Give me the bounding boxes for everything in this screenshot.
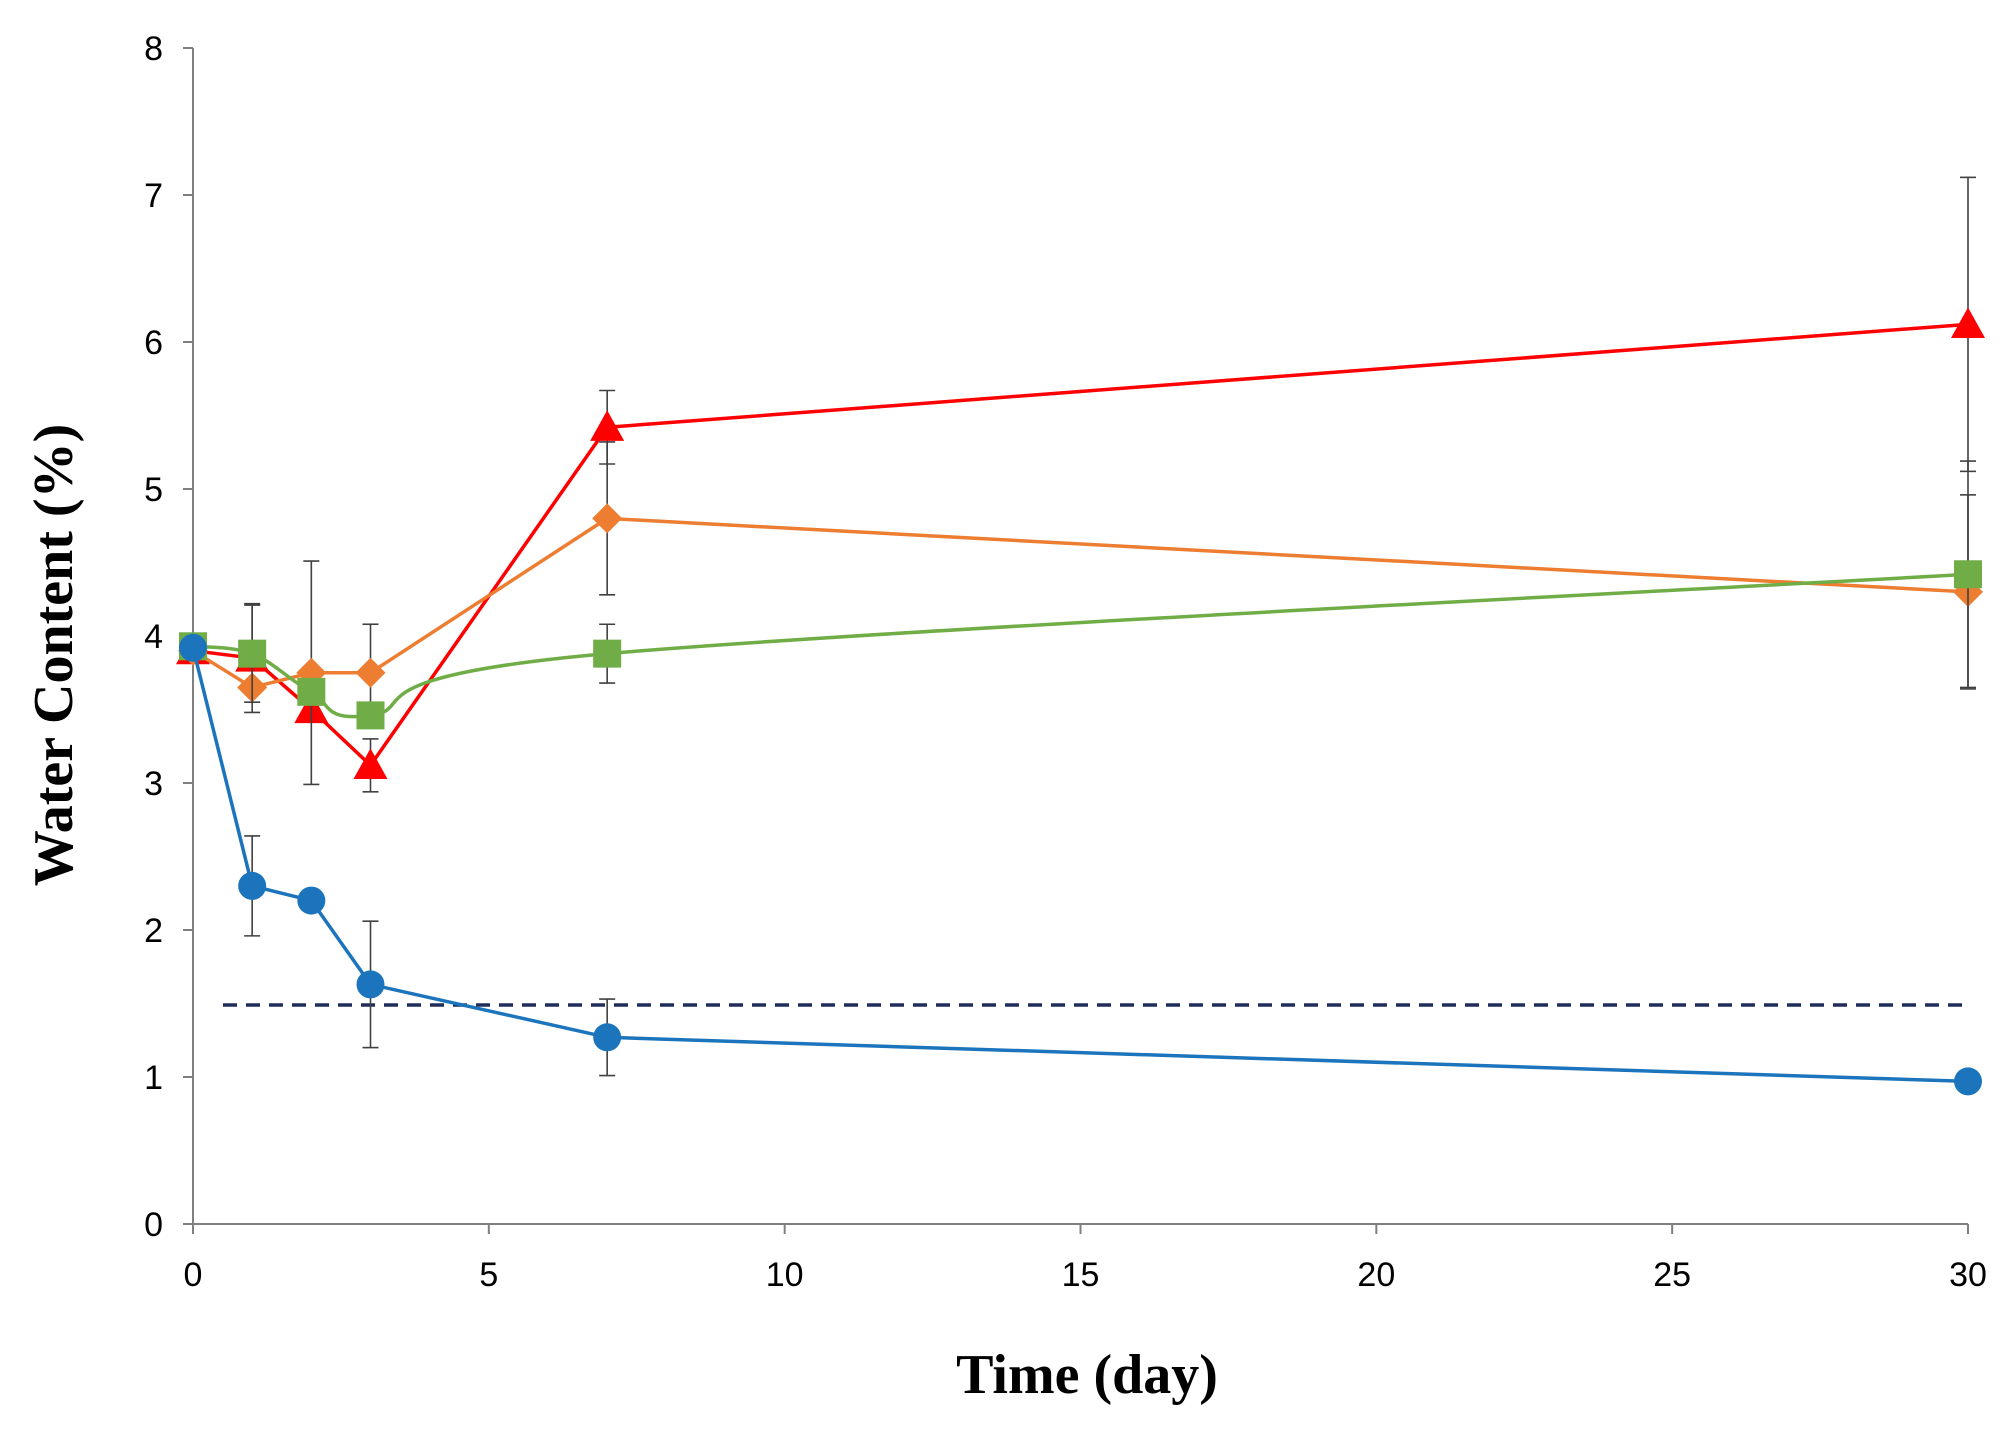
series-line — [191, 647, 1969, 1084]
data-point — [1951, 307, 1985, 338]
y-tick-label: 8 — [144, 30, 163, 68]
series-line — [192, 572, 1969, 719]
data-point — [238, 871, 267, 900]
data-point — [1954, 560, 1982, 589]
data-point — [355, 657, 386, 688]
y-tick-label: 6 — [144, 324, 163, 362]
data-point — [297, 677, 326, 706]
data-point — [356, 970, 385, 999]
data-point — [179, 633, 207, 662]
data-point — [593, 1023, 622, 1052]
series-triangle-red — [176, 176, 1985, 793]
data-point — [590, 410, 625, 441]
x-tick-label: 25 — [1653, 1256, 1691, 1294]
y-tick-label: 7 — [144, 177, 163, 215]
data-point — [297, 886, 326, 915]
y-tick-label: 3 — [144, 765, 163, 803]
y-tick-label: 0 — [144, 1206, 163, 1244]
y-tick-label: 4 — [144, 618, 163, 656]
series-line — [192, 516, 1969, 690]
x-tick-label: 20 — [1357, 1256, 1395, 1294]
y-tick-label: 2 — [144, 912, 163, 950]
data-point — [238, 639, 267, 668]
data-point — [592, 503, 623, 534]
x-axis-title: Time (day) — [956, 1344, 1218, 1406]
x-tick-label: 5 — [479, 1256, 498, 1294]
y-tick-label: 5 — [144, 471, 163, 509]
series-group — [176, 176, 1985, 1096]
data-point — [593, 639, 622, 668]
series-diamond-orange — [178, 441, 1983, 786]
axis-labels: Time (day) Water Content (%) — [23, 424, 1218, 1406]
series-circle-blue — [179, 633, 1982, 1096]
data-point — [1954, 1067, 1982, 1096]
y-tick-label: 1 — [144, 1059, 163, 1097]
x-tick-label: 15 — [1062, 1256, 1100, 1294]
x-tick-label: 0 — [184, 1256, 203, 1294]
axes: 0 1 2 3 4 5 6 7 8 0 5 10 15 20 25 30 — [144, 30, 1987, 1294]
series-square-green — [179, 460, 1982, 730]
data-point — [356, 701, 385, 730]
data-point — [353, 748, 388, 779]
y-axis-title: Water Content (%) — [23, 424, 85, 886]
x-tick-label: 10 — [766, 1256, 804, 1294]
x-tick-label: 30 — [1949, 1256, 1987, 1294]
